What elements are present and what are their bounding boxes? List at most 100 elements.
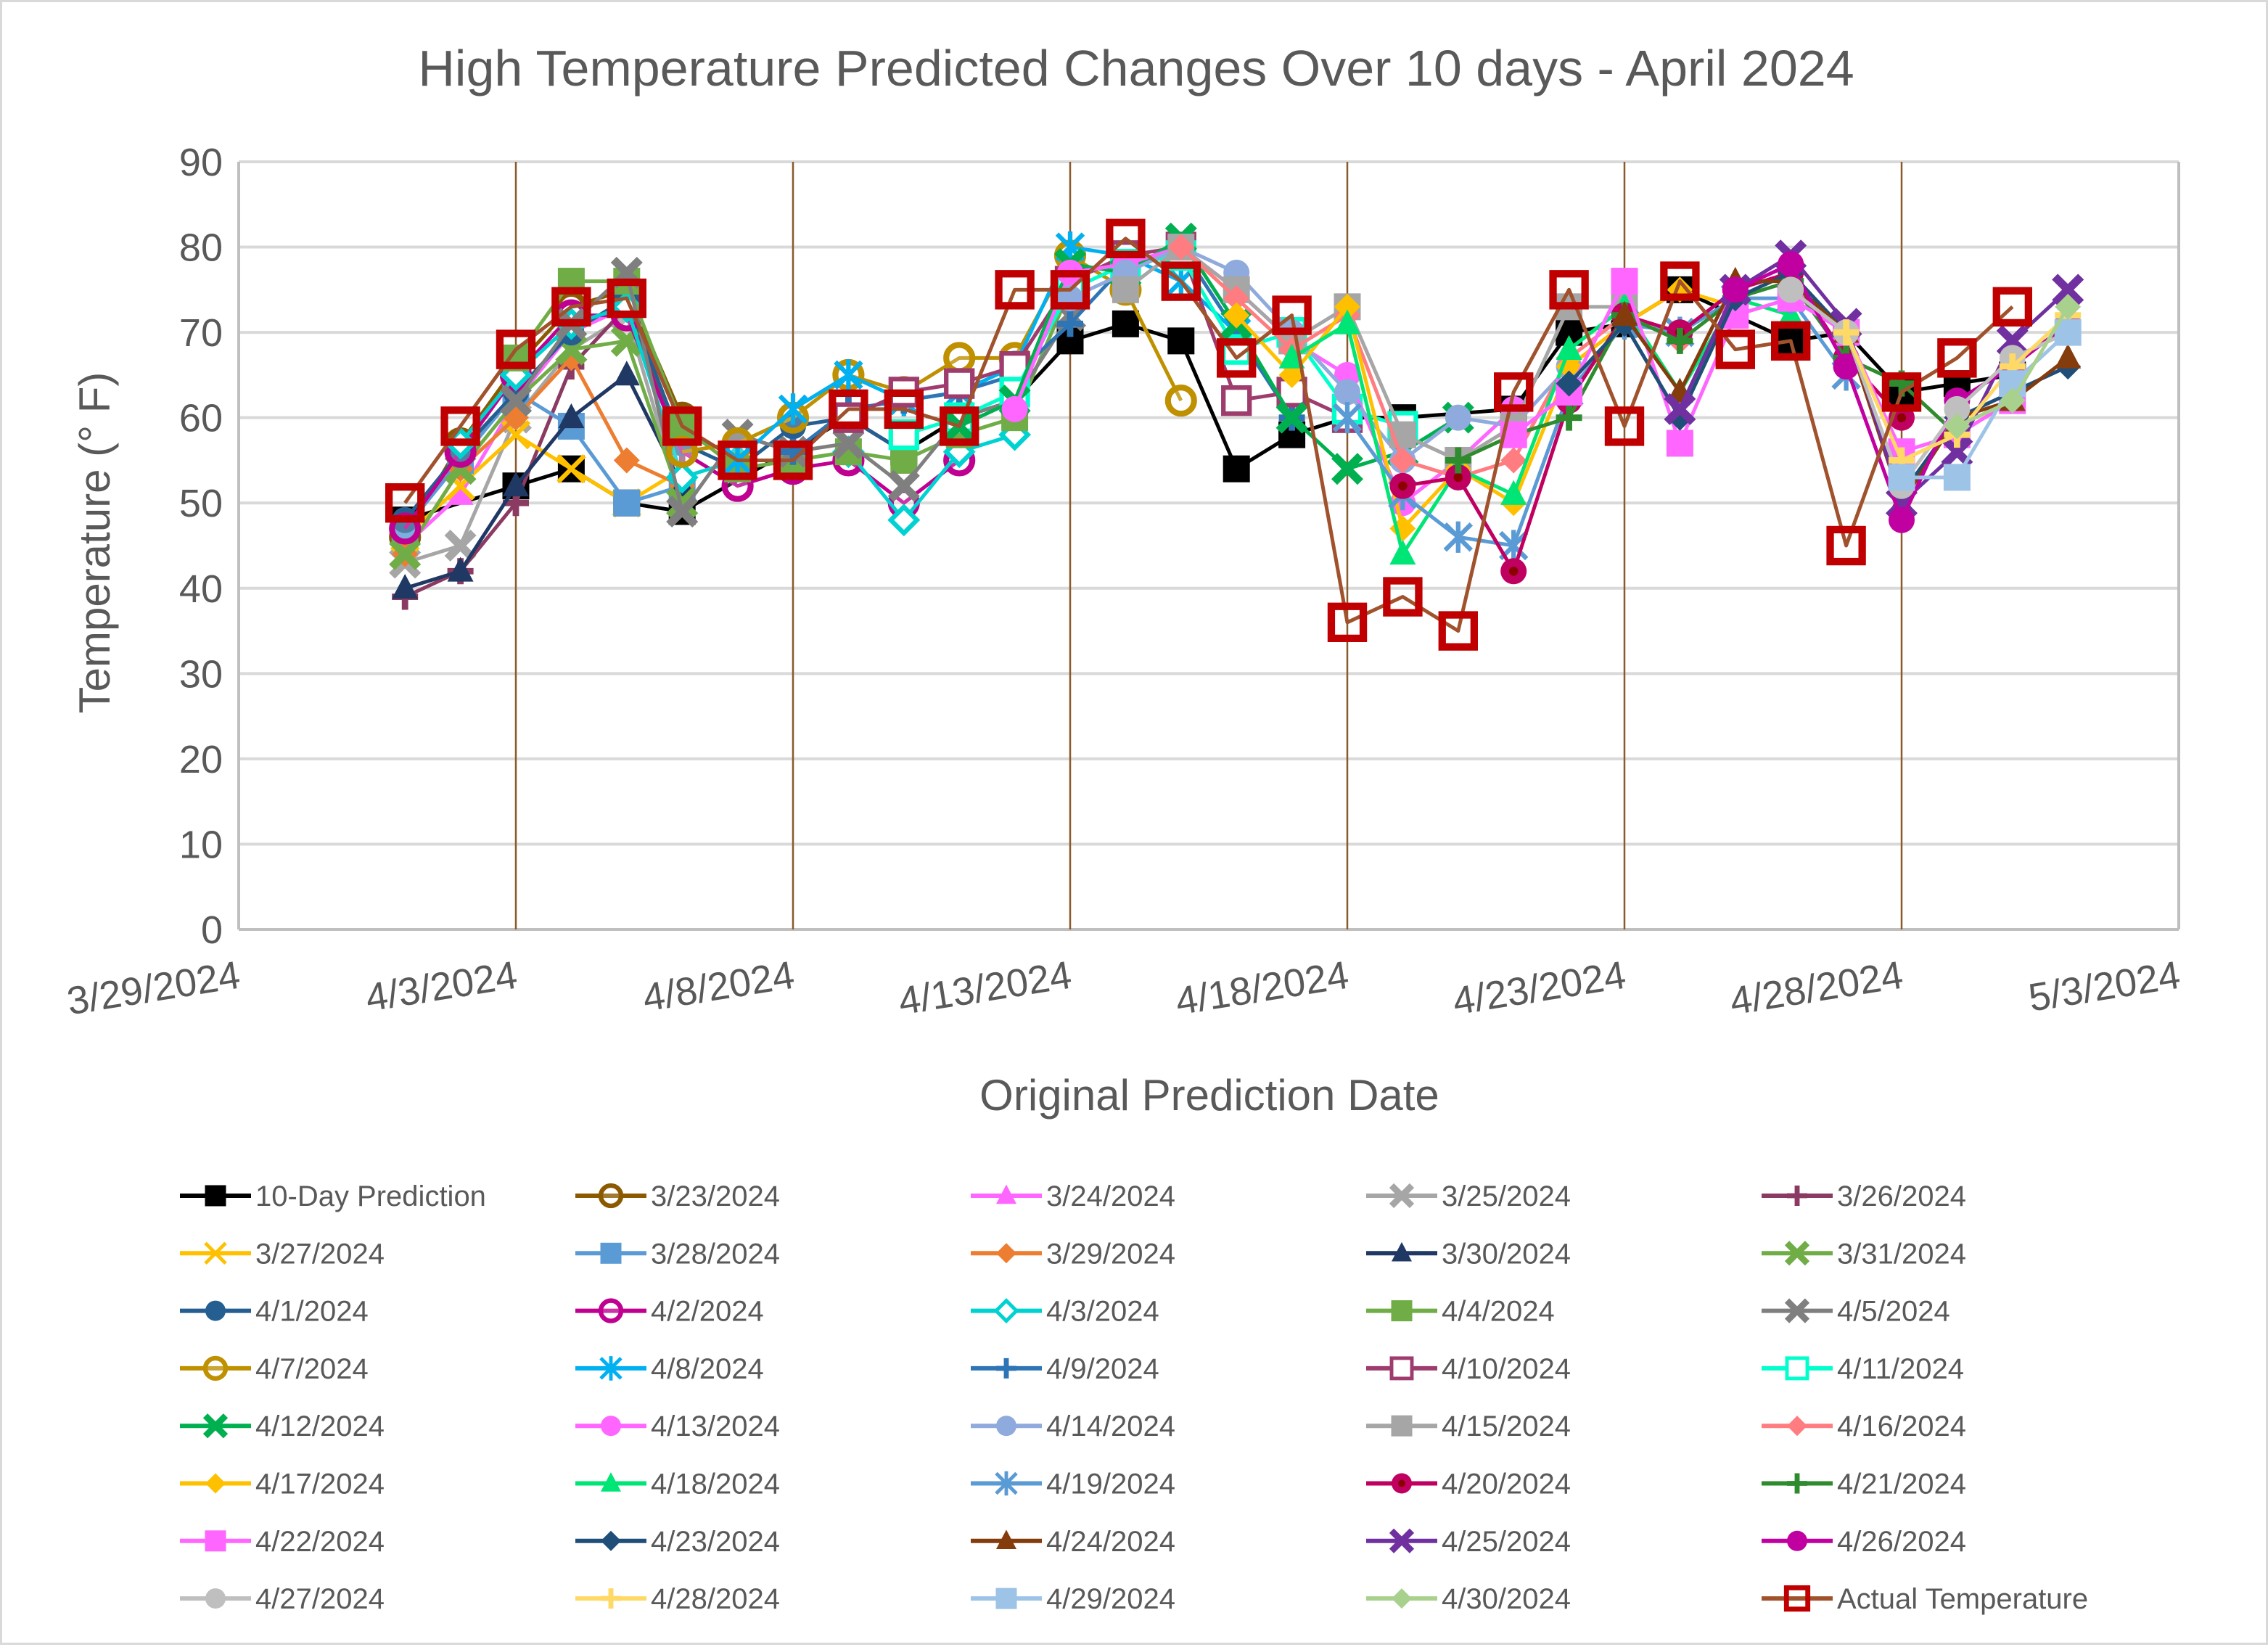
data-point [558, 403, 585, 429]
legend-marker [601, 1588, 621, 1609]
legend-label: 3/23/2024 [651, 1180, 780, 1212]
legend-item: 3/25/2024 [1366, 1180, 1571, 1212]
data-point [1611, 300, 1638, 326]
data-point [1001, 395, 1028, 422]
data-point [1272, 295, 1312, 335]
legend-item: 4/13/2024 [575, 1410, 780, 1442]
legend-label: 3/24/2024 [1046, 1180, 1175, 1212]
data-point [1722, 276, 1749, 303]
legend-label: 3/27/2024 [255, 1238, 385, 1270]
data-point [834, 359, 863, 391]
data-point [884, 389, 924, 430]
data-point [447, 480, 474, 505]
legend-label: 4/18/2024 [651, 1469, 780, 1500]
data-point [1389, 447, 1416, 474]
legend-item: 4/20/2024 [1366, 1469, 1571, 1500]
legend-marker [996, 1243, 1016, 1264]
data-point [943, 342, 976, 374]
data-point [1943, 464, 1971, 491]
data-point [1666, 430, 1693, 457]
data-point [1549, 270, 1589, 310]
legend-marker [1787, 1416, 1807, 1437]
legend-label: 4/10/2024 [1442, 1353, 1571, 1385]
data-point [995, 270, 1035, 310]
y-tick-label: 10 [179, 823, 223, 866]
data-point [1167, 234, 1194, 260]
data-point [1331, 453, 1364, 485]
legend-label: 4/2/2024 [651, 1296, 764, 1328]
legend-marker [202, 1413, 229, 1439]
data-point [1327, 602, 1368, 642]
legend-label: 4/12/2024 [255, 1410, 385, 1442]
data-point [1112, 310, 1139, 337]
legend-marker [205, 1185, 226, 1207]
legend-marker [205, 1530, 226, 1552]
legend-label: 4/22/2024 [255, 1526, 385, 1558]
data-point [1556, 370, 1582, 397]
legend-label: 4/17/2024 [255, 1469, 385, 1500]
legend-marker [600, 1242, 622, 1264]
data-point [2055, 293, 2082, 320]
data-point [940, 406, 979, 446]
data-point [551, 287, 591, 327]
data-point [1112, 276, 1139, 303]
legend-marker [1392, 1588, 1412, 1609]
data-point [1500, 447, 1527, 474]
legend-item: 4/25/2024 [1366, 1526, 1571, 1558]
legend-marker [598, 1183, 624, 1209]
data-point [1438, 611, 1478, 651]
x-tick-label: 4/18/2024 [1172, 953, 1352, 1024]
data-point [1221, 385, 1252, 416]
data-point [1334, 309, 1360, 334]
legend-item: 4/3/2024 [971, 1296, 1159, 1328]
legend-marker [1783, 1585, 1811, 1612]
x-tick-label: 4/3/2024 [363, 953, 520, 1020]
data-point [1778, 276, 1804, 303]
legend-label: 3/30/2024 [1442, 1238, 1571, 1270]
legend-item: 3/26/2024 [1762, 1180, 1966, 1212]
series-9 [389, 324, 699, 570]
data-point [1389, 539, 1416, 565]
data-point [1223, 455, 1250, 482]
legend-marker [601, 1472, 621, 1492]
data-point [499, 385, 533, 417]
data-point [1944, 395, 1971, 422]
legend-item: 4/1/2024 [180, 1296, 369, 1328]
legend-marker [1391, 1300, 1413, 1322]
data-point [1826, 525, 1866, 566]
legend-item: 4/23/2024 [575, 1526, 780, 1558]
legend-label: 4/13/2024 [651, 1410, 780, 1442]
data-point [887, 469, 920, 502]
series-38 [1944, 293, 2082, 440]
data-point [440, 406, 480, 446]
data-point [2052, 274, 2084, 306]
data-point [1992, 287, 2032, 327]
data-point [944, 368, 975, 399]
legend-label: 4/28/2024 [651, 1583, 780, 1615]
series-line [1124, 245, 1624, 462]
legend-marker [1785, 1356, 1809, 1381]
data-point [1611, 268, 1638, 295]
legend-label: 4/7/2024 [255, 1353, 369, 1385]
data-point [1106, 218, 1146, 258]
data-point [1556, 353, 1582, 380]
legend-marker [1392, 1241, 1412, 1262]
legend-item: 4/10/2024 [1366, 1353, 1571, 1385]
y-tick-label: 90 [179, 141, 223, 184]
series-line [403, 237, 2014, 633]
legend-label: 4/8/2024 [651, 1353, 764, 1385]
data-point [890, 446, 918, 474]
data-point [1445, 464, 1471, 490]
legend-item: 4/15/2024 [1366, 1410, 1571, 1442]
legend-item: 3/27/2024 [180, 1238, 385, 1270]
data-point [1500, 480, 1527, 505]
data-point [1161, 261, 1201, 301]
data-point [1223, 285, 1250, 312]
x-axis-title: Original Prediction Date [979, 1071, 1439, 1120]
legend-marker [1389, 1356, 1414, 1381]
legend-marker [1389, 1528, 1415, 1553]
data-point [887, 504, 921, 537]
data-point [607, 278, 646, 319]
